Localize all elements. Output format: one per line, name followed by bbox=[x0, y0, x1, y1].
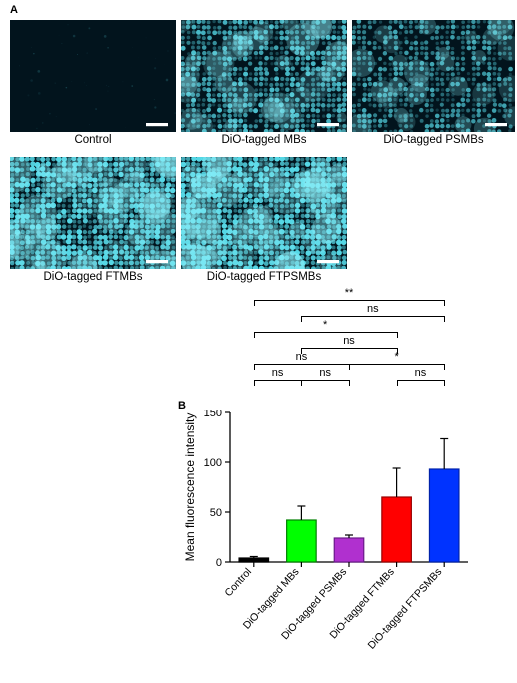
micrograph-caption: DiO-tagged PSMBs bbox=[352, 134, 515, 146]
significance-label: ns bbox=[405, 367, 435, 379]
panel-a-label: A bbox=[10, 4, 18, 16]
micrograph bbox=[10, 157, 176, 269]
significance-label: ns bbox=[358, 303, 388, 315]
svg-text:Mean fluorescence intensity: Mean fluorescence intensity bbox=[183, 413, 197, 562]
significance-label: ns bbox=[286, 351, 316, 363]
significance-label: ns bbox=[310, 367, 340, 379]
significance-label: ns bbox=[334, 335, 364, 347]
micrograph-caption: DiO-tagged FTMBs bbox=[10, 271, 176, 283]
micrograph bbox=[181, 157, 347, 269]
svg-text:150: 150 bbox=[204, 410, 222, 419]
significance-label: * bbox=[310, 319, 340, 331]
svg-text:100: 100 bbox=[204, 457, 222, 469]
significance-bracket bbox=[0, 0, 517, 1]
svg-text:Control: Control bbox=[222, 566, 254, 599]
micrograph bbox=[10, 20, 176, 132]
micrograph bbox=[181, 20, 347, 132]
significance-label: * bbox=[382, 351, 412, 363]
micrograph bbox=[352, 20, 515, 132]
significance-label: ns bbox=[263, 367, 293, 379]
svg-text:0: 0 bbox=[216, 557, 222, 569]
bar-chart: 0 50 100 150 Mean fluorescence intensity Cont… bbox=[178, 410, 478, 665]
micrograph-caption: DiO-tagged FTPSMBs bbox=[181, 271, 347, 283]
significance-label: ** bbox=[334, 287, 364, 299]
svg-text:50: 50 bbox=[210, 507, 222, 519]
micrograph-caption: DiO-tagged MBs bbox=[181, 134, 347, 146]
micrograph-caption: Control bbox=[10, 134, 176, 146]
